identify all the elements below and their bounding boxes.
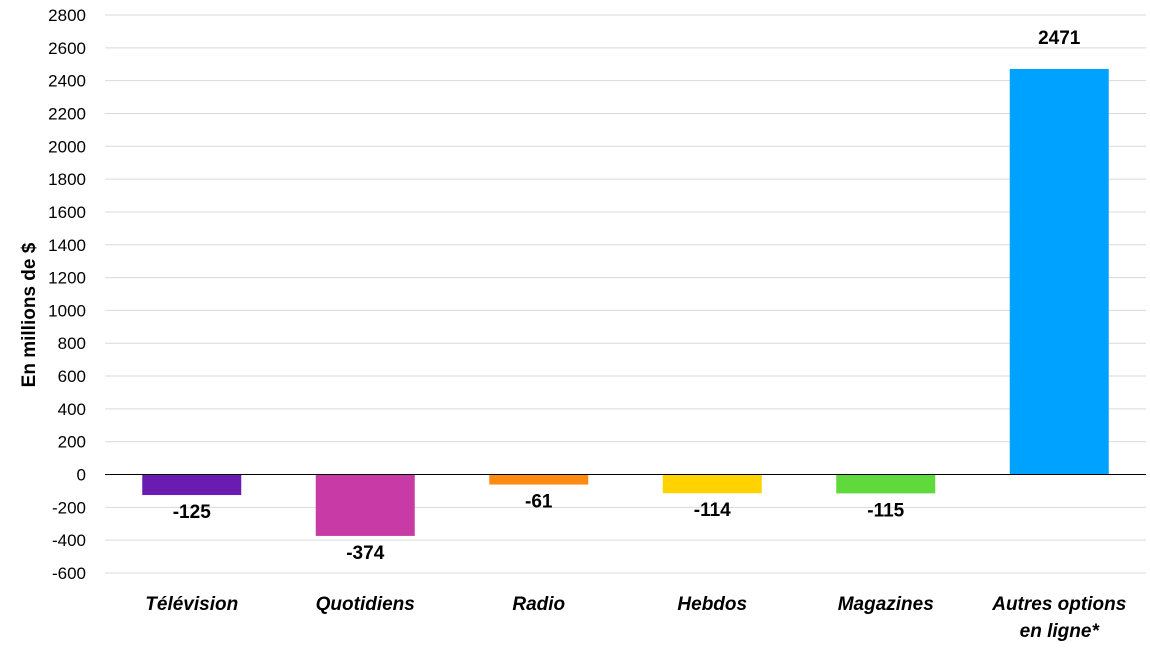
x-axis-ticks: Télévision Quotidiens Radio Hebdos Magazines…	[145, 594, 1126, 642]
x-tick-label: Quotidiens	[316, 594, 415, 615]
bar	[1009, 68, 1109, 475]
bar	[489, 474, 589, 485]
gridlines	[105, 14, 1146, 574]
bar	[315, 474, 415, 536]
y-tick-label: 0	[77, 466, 86, 485]
y-tick-label: 2000	[48, 137, 86, 156]
y-tick-label: 2400	[48, 72, 86, 91]
y-tick-label: 200	[58, 433, 86, 452]
y-tick-label: 1200	[48, 269, 86, 288]
x-tick-label: Magazines	[838, 594, 934, 615]
bar	[662, 474, 762, 494]
y-tick-label: 2200	[48, 104, 86, 123]
data-label: -114	[694, 500, 731, 521]
data-label: 2471	[1038, 28, 1081, 49]
y-tick-label: 2800	[48, 6, 86, 25]
y-tick-label: 1800	[48, 170, 86, 189]
bar	[836, 474, 936, 494]
y-tick-label: -600	[52, 564, 86, 583]
x-tick-label: Autres options en ligne*	[991, 594, 1126, 642]
bar	[142, 474, 242, 496]
y-tick-label: 400	[58, 400, 86, 419]
y-tick-label: -200	[52, 498, 86, 517]
y-axis-label: En millions de $	[19, 242, 40, 387]
data-label: -61	[525, 492, 553, 513]
x-tick-label: Radio	[512, 594, 565, 615]
y-tick-label: 2600	[48, 39, 86, 58]
x-tick-label: Télévision	[145, 594, 238, 615]
y-tick-label: 1000	[48, 301, 86, 320]
y-tick-label: 600	[58, 367, 86, 386]
bars	[142, 68, 1109, 536]
data-label: -115	[867, 500, 904, 521]
x-tick-label: Hebdos	[677, 594, 747, 615]
y-tick-label: 1600	[48, 203, 86, 222]
y-axis-ticks: -600 -400 -200 0 200 400 600 800 1000 1200 1400 160…	[48, 6, 86, 583]
y-tick-label: 1400	[48, 236, 86, 255]
y-tick-label: -400	[52, 531, 86, 550]
data-label: -125	[173, 502, 211, 523]
data-label: -374	[346, 543, 384, 564]
data-labels: -125 -374 -61 -114 -115 2471	[173, 28, 1081, 564]
y-tick-label: 800	[58, 334, 86, 353]
